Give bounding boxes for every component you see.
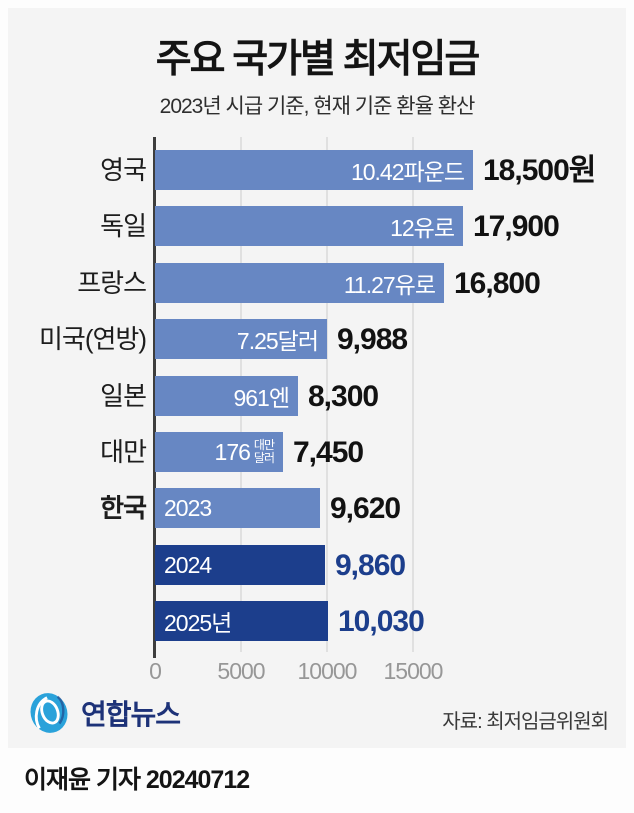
page-subtitle: 2023년 시급 기준, 현재 기준 환율 환산 [159, 95, 476, 118]
bar-value-label: 16,800 [454, 267, 541, 300]
x-axis-tick-label: 5000 [217, 658, 265, 684]
bar-value-label: 7,450 [293, 436, 364, 469]
yonhap-logo-text: 연합뉴스 [81, 699, 181, 730]
chart-row: 한국 2023 9,620 [0, 488, 634, 528]
bar-inner-label: 2023 [164, 494, 212, 521]
bar-inner-label: 11.27유로 [343, 272, 436, 298]
chart-row: 프랑스 11.27유로 16,800 [0, 263, 634, 303]
row-label: 일본 [100, 381, 147, 411]
bar-value-label: 10,030 [338, 605, 425, 638]
bar: 7.25달러 [155, 319, 327, 359]
row-label: 프랑스 [77, 268, 147, 298]
row-label: 한국 [100, 493, 147, 523]
chart-row: 2024 9,860 [0, 545, 634, 585]
gridline [412, 137, 414, 652]
bar-inner-label: 961엔 [233, 385, 290, 411]
chart-row: 영국 10.42파운드 18,500원 [0, 150, 634, 190]
chart-row: 미국(연방) 7.25달러 9,988 [0, 319, 634, 359]
row-label: 대만 [100, 437, 147, 467]
bar-inner-label: 12유로 [390, 215, 455, 241]
data-source-text: 자료: 최저임금위원회 [442, 711, 609, 733]
x-axis-tick-label: 10000 [297, 658, 358, 684]
bar: 961엔 [155, 376, 298, 416]
bar-inner-label-stacked: 대만 달러 [253, 438, 275, 465]
bar: 11.27유로 [155, 263, 444, 303]
bar: 2023 [155, 488, 320, 528]
y-axis-line [153, 137, 156, 658]
chart-row: 일본 961엔 8,300 [0, 376, 634, 416]
bar-value-label: 9,860 [335, 549, 406, 582]
bar-value-label: 17,900 [473, 210, 560, 243]
bar-inner-label: 2024 [164, 551, 212, 578]
bar: 10.42파운드 [155, 150, 473, 190]
gridline [326, 137, 328, 652]
bar: 2024 [155, 545, 325, 585]
bar-inner-label: 176 [214, 438, 251, 465]
chart-row: 2025년 10,030 [0, 601, 634, 641]
page-title: 주요 국가별 최저임금 [155, 38, 481, 81]
bar: 176 대만 달러 [155, 432, 283, 472]
row-label: 독일 [100, 211, 147, 241]
bar: 2025년 [155, 601, 328, 641]
row-label: 영국 [100, 155, 147, 185]
row-label: 미국(연방) [39, 324, 147, 354]
bar-inner-label: 7.25달러 [236, 328, 319, 354]
bar-inner-label: 2025년 [164, 610, 232, 636]
x-axis-tick-label: 0 [149, 658, 162, 684]
yonhap-globe-icon [26, 690, 72, 736]
bar: 12유로 [155, 206, 463, 246]
yonhap-logo: 연합뉴스 [26, 690, 181, 736]
bar-value-label: 9,988 [337, 323, 408, 356]
x-axis-tick-label: 15000 [383, 658, 444, 684]
byline-text: 이재윤 기자 20240712 [24, 766, 250, 794]
bar-value-label: 18,500원 [483, 154, 596, 187]
bar-value-label: 9,620 [330, 492, 401, 525]
chart-row: 독일 12유로 17,900 [0, 206, 634, 246]
bar-inner-label: 10.42파운드 [350, 159, 465, 185]
bar-value-label: 8,300 [308, 380, 379, 413]
chart-row: 대만 176 대만 달러 7,450 [0, 432, 634, 472]
